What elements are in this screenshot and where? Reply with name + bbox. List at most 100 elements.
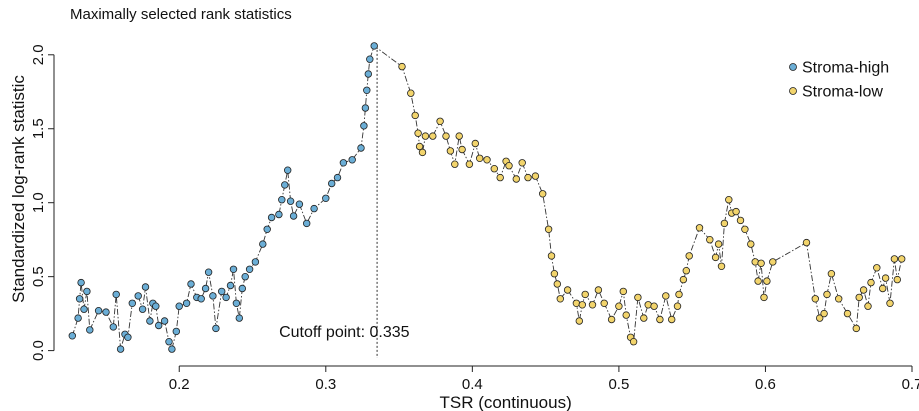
data-point-stroma-low [407,89,415,97]
data-point-stroma-high [182,299,191,307]
data-point-stroma-low [859,286,868,294]
data-point-stroma-low [898,255,906,263]
data-point-stroma-high [134,292,142,300]
data-point-stroma-low [553,280,561,288]
data-point-stroma-high [322,194,330,202]
data-point-stroma-low [769,258,777,266]
x-tick-label: 0.6 [755,376,776,393]
data-point-stroma-low [451,160,459,168]
data-point-stroma-high [245,265,254,273]
data-point-stroma-low [455,132,463,140]
data-point-stroma-low [873,264,881,272]
data-point-stroma-low [732,207,740,216]
data-point-stroma-high [187,280,195,288]
x-tick-label: 0.3 [315,376,336,393]
data-point-stroma-high [348,156,356,164]
data-point-stroma-high [94,307,103,315]
data-point-stroma-low [695,224,704,232]
y-axis-title: Standardized log-rank statistic [9,75,28,303]
data-point-stroma-high [128,299,136,307]
data-point-stroma-high [364,70,372,78]
data-point-stroma-low [760,293,768,302]
data-point-stroma-high [278,195,286,204]
data-point-stroma-low [763,277,771,285]
data-point-stroma-low [751,258,759,266]
data-point-stroma-high [370,42,378,50]
data-point-stroma-high [102,308,110,316]
data-point-stroma-low [600,299,608,307]
data-point-stroma-low [539,190,547,198]
data-point-stroma-low [524,173,532,182]
data-point-stroma-high [124,333,132,341]
data-point-stroma-low [483,156,491,164]
x-axis-title: TSR (continuous) [439,393,571,411]
data-point-stroma-high [360,122,368,130]
data-point-stroma-high [226,281,235,290]
data-point-stroma-high [197,295,205,303]
data-point-stroma-low [656,315,664,324]
data-point-stroma-high [328,179,336,188]
data-point-stroma-low [720,219,729,228]
data-point-stroma-low [644,301,652,309]
connecting-line [71,45,903,351]
data-point-stroma-high [259,240,267,248]
data-point-stroma-high [281,181,289,189]
data-point-stroma-high [83,287,91,296]
data-point-stroma-high [310,204,318,213]
data-point-stroma-high [232,299,241,307]
data-point-stroma-high [286,197,295,205]
data-point-stroma-high [275,210,283,219]
data-point-stroma-low [615,302,623,310]
data-point-stroma-low [414,129,422,137]
data-point-stroma-low [741,225,749,233]
legend-marker [789,87,797,95]
data-point-stroma-high [201,284,210,293]
data-point-stroma-high [217,287,226,296]
data-point-stroma-low [886,299,894,307]
data-point-stroma-low [668,315,676,324]
data-point-stroma-low [685,252,693,260]
data-point-stroma-low [662,292,670,300]
data-point-stroma-high [112,290,120,299]
data-point-stroma-low [879,284,887,293]
data-point-stroma-low [465,160,474,168]
data-point-stroma-low [594,286,603,294]
data-point-stroma-high [212,324,220,333]
data-point-stroma-low [496,173,504,182]
data-point-stroma-low [518,159,526,167]
data-point-stroma-low [411,111,419,120]
data-point-stroma-low [855,293,863,302]
data-point-stroma-high [68,332,76,340]
data-point-stroma-low [864,302,872,310]
data-point-stroma-low [714,240,723,248]
data-point-stroma-high [363,86,371,94]
data-point-stroma-low [843,309,852,318]
data-point-stroma-high [229,265,238,273]
data-point-stroma-high [116,345,125,353]
data-point-stroma-high [109,323,117,331]
data-point-stroma-high [160,317,169,325]
data-point-stroma-low [418,148,427,157]
data-point-stroma-low [650,302,658,310]
data-point-stroma-high [80,305,88,313]
data-point-stroma-high [333,173,342,182]
data-point-stroma-low [747,240,755,248]
legend-label: Stroma-high [802,60,889,77]
y-tick-label: 0.5 [30,266,47,287]
data-point-stroma-high [209,292,217,300]
data-point-stroma-low [754,277,762,285]
data-point-stroma-low [675,290,683,299]
data-point-stroma-high [165,338,173,346]
x-tick-label: 0.7 [902,376,919,393]
legend-label: Stroma-low [802,84,883,101]
data-point-stroma-high [172,327,180,336]
data-point-stroma-low [679,275,688,284]
data-point-stroma-high [74,314,82,322]
data-point-stroma-low [802,238,811,247]
y-tick-label: 0.0 [30,340,47,361]
data-point-stroma-low [575,317,583,325]
data-point-stroma-low [490,164,498,173]
data-point-stroma-high [77,278,85,287]
data-point-stroma-high [168,345,176,353]
data-point-stroma-low [531,172,540,180]
